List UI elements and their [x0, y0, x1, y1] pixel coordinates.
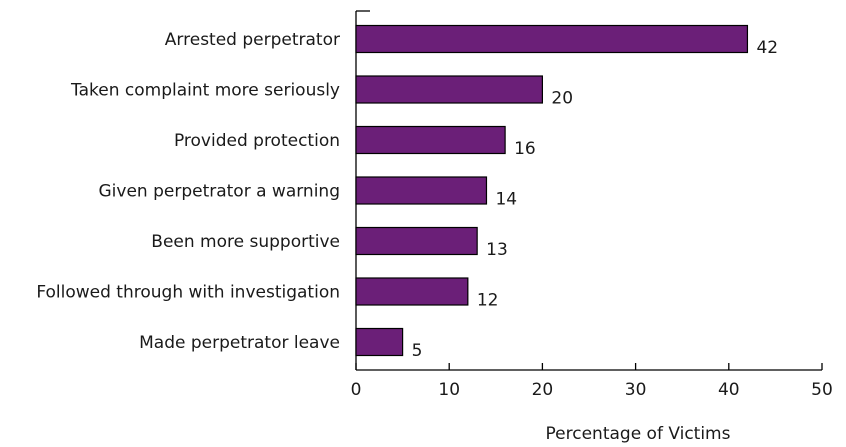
category-label-4: Been more supportive	[151, 232, 340, 252]
x-tick-label-50: 50	[811, 380, 833, 400]
x-tick-label-20: 20	[532, 380, 554, 400]
data-label-5: 12	[477, 291, 499, 311]
bar-5	[355, 277, 469, 306]
data-label-4: 13	[486, 240, 508, 260]
bar-6	[355, 327, 404, 357]
data-label-2: 16	[514, 139, 536, 159]
plot-area: 0 10 20 30 40 50 Arrested perpetrator 42 Taken c…	[36, 10, 833, 400]
data-label-3: 14	[495, 190, 517, 210]
bar-2	[355, 125, 506, 155]
category-label-3: Given perpetrator a warning	[98, 182, 340, 202]
data-label-0: 42	[756, 38, 778, 58]
x-tick-label-40: 40	[718, 380, 740, 400]
category-label-6: Made perpetrator leave	[139, 333, 340, 353]
category-label-0: Arrested perpetrator	[165, 30, 340, 50]
bar-4	[355, 226, 478, 256]
category-label-1: Taken complaint more seriously	[70, 81, 340, 101]
bar-3	[355, 176, 488, 205]
x-tick-label-10: 10	[438, 380, 460, 400]
x-tick-label-30: 30	[625, 380, 647, 400]
x-axis-title: Percentage of Victims	[546, 424, 731, 444]
data-label-6: 5	[412, 341, 423, 361]
bar-1	[355, 75, 543, 104]
data-label-1: 20	[551, 89, 573, 109]
category-label-2: Provided protection	[174, 131, 340, 151]
x-tick-label-0: 0	[351, 380, 362, 400]
category-label-5: Followed through with investigation	[36, 283, 340, 303]
bar-0	[355, 24, 749, 54]
